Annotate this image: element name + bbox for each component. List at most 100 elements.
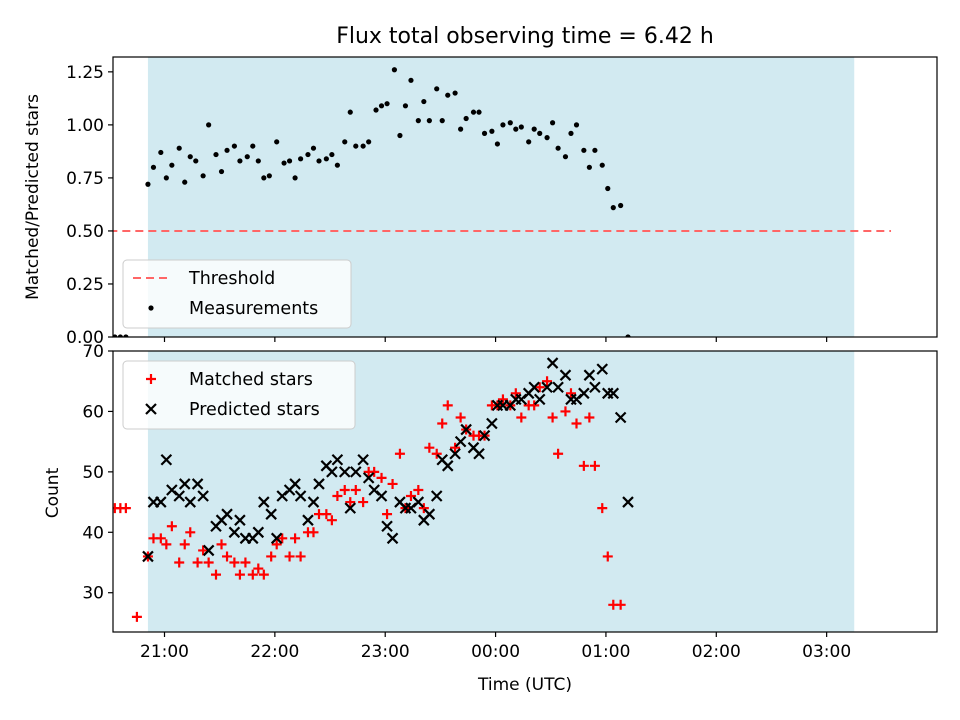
matched-star-point bbox=[589, 460, 600, 471]
legend-swatch bbox=[146, 374, 156, 384]
measurement-point bbox=[507, 120, 513, 126]
y-tick-label: 30 bbox=[82, 584, 104, 604]
predicted-star-point bbox=[252, 526, 265, 539]
axes-frame bbox=[112, 350, 938, 633]
axes-frame bbox=[112, 56, 938, 338]
top-panel: 0.00 0.25 0.50 0.75 1.00 1.25 Threshold Measure… bbox=[66, 56, 938, 348]
matched-star-point bbox=[534, 382, 545, 393]
measurement-point bbox=[445, 92, 451, 98]
matched-star-point bbox=[437, 418, 448, 429]
measurement-point bbox=[500, 122, 506, 128]
measurement-point bbox=[266, 173, 272, 179]
predicted-star-point bbox=[173, 490, 185, 502]
measurement-point bbox=[391, 67, 398, 73]
bottom-panel: 30 40 50 60 70 21:00 22:00 23:00 00:00 01:00 02:00… bbox=[82, 342, 938, 662]
measurement-point bbox=[439, 118, 445, 124]
matched-star-point bbox=[413, 484, 424, 495]
measurement-point bbox=[281, 160, 287, 166]
measurement-point bbox=[310, 145, 317, 151]
matched-star-point bbox=[602, 551, 613, 562]
measurement-point bbox=[494, 141, 501, 147]
predicted-star-point bbox=[478, 429, 491, 442]
predicted-star-point bbox=[559, 369, 572, 381]
predicted-star-point bbox=[155, 496, 167, 508]
matched-star-point bbox=[597, 503, 608, 514]
measurement-point bbox=[123, 334, 129, 337]
measurement-point bbox=[286, 158, 293, 164]
legend: Threshold Measurements bbox=[122, 259, 352, 329]
legend-box bbox=[122, 360, 356, 430]
matched-star-point bbox=[394, 448, 405, 459]
predicted-star-point bbox=[552, 381, 564, 394]
matched-star-point bbox=[179, 539, 190, 550]
predicted-star-point bbox=[344, 502, 357, 514]
plot-area bbox=[113, 67, 892, 337]
measurement-point bbox=[481, 130, 488, 136]
measurement-point bbox=[373, 107, 379, 113]
measurement-point bbox=[360, 143, 366, 149]
predicted-star-point bbox=[326, 466, 338, 478]
x-tick-label: 21:00 bbox=[140, 642, 189, 662]
matched-star-point bbox=[547, 412, 558, 423]
measurement-point bbox=[434, 86, 440, 92]
measurement-point bbox=[244, 154, 250, 160]
matched-star-point bbox=[560, 406, 571, 417]
measurement-point bbox=[231, 143, 237, 149]
matched-star-point bbox=[442, 400, 453, 411]
measurement-point bbox=[163, 175, 169, 181]
predicted-star-point bbox=[197, 490, 209, 502]
predicted-star-point bbox=[430, 490, 443, 502]
matched-star-point bbox=[578, 460, 589, 471]
predicted-star-point bbox=[142, 550, 154, 563]
predicted-star-point bbox=[423, 508, 436, 520]
y-tick-label: 0.50 bbox=[66, 222, 104, 242]
measurement-point bbox=[618, 202, 624, 209]
measurement-point bbox=[452, 90, 458, 96]
predicted-star-point bbox=[313, 478, 325, 490]
measurement-point bbox=[292, 175, 298, 181]
matched-star-point bbox=[450, 442, 461, 453]
matched-star-point bbox=[529, 400, 540, 411]
matched-star-point bbox=[185, 527, 196, 538]
matched-star-point bbox=[166, 521, 177, 532]
x-tick-label: 00:00 bbox=[471, 642, 520, 662]
y-axis-label-top: Matched/Predicted stars bbox=[23, 94, 43, 300]
predicted-star-point bbox=[528, 381, 540, 394]
matched-star-point bbox=[571, 418, 582, 429]
predicted-star-point bbox=[178, 478, 191, 490]
matched-star-point bbox=[234, 569, 245, 580]
matched-star-point bbox=[211, 569, 221, 580]
y-tick-label: 1.00 bbox=[66, 116, 104, 136]
matched-star-point bbox=[284, 551, 295, 562]
plot-area bbox=[113, 357, 634, 622]
x-tick-label: 22:00 bbox=[250, 642, 299, 662]
measurement-point bbox=[573, 122, 580, 128]
matched-star-point bbox=[277, 533, 288, 544]
matched-star-point bbox=[192, 557, 203, 568]
predicted-star-point bbox=[289, 478, 301, 490]
measurement-point bbox=[316, 158, 322, 164]
measurement-point bbox=[555, 145, 561, 151]
measurement-point bbox=[489, 128, 495, 134]
y-tick-label: 0.00 bbox=[66, 328, 104, 348]
predicted-star-point bbox=[234, 514, 246, 526]
measurement-point bbox=[323, 156, 329, 162]
predicted-star-point bbox=[228, 526, 241, 539]
matched-star-point bbox=[266, 551, 277, 562]
predicted-star-point bbox=[486, 417, 498, 430]
measurement-point bbox=[150, 164, 157, 170]
measurement-point bbox=[476, 109, 482, 115]
legend-swatch bbox=[148, 305, 154, 311]
matched-star-point bbox=[131, 611, 142, 622]
predicted-star-point bbox=[381, 520, 393, 533]
measurement-point bbox=[169, 162, 175, 168]
measurement-point bbox=[206, 122, 212, 128]
matched-star-point bbox=[321, 509, 332, 520]
measurement-point bbox=[261, 175, 267, 181]
measurement-point bbox=[378, 103, 385, 109]
matched-star-point bbox=[382, 509, 393, 520]
predicted-star-point bbox=[160, 453, 173, 466]
predicted-star-point bbox=[441, 460, 454, 472]
measurement-point bbox=[347, 109, 353, 115]
